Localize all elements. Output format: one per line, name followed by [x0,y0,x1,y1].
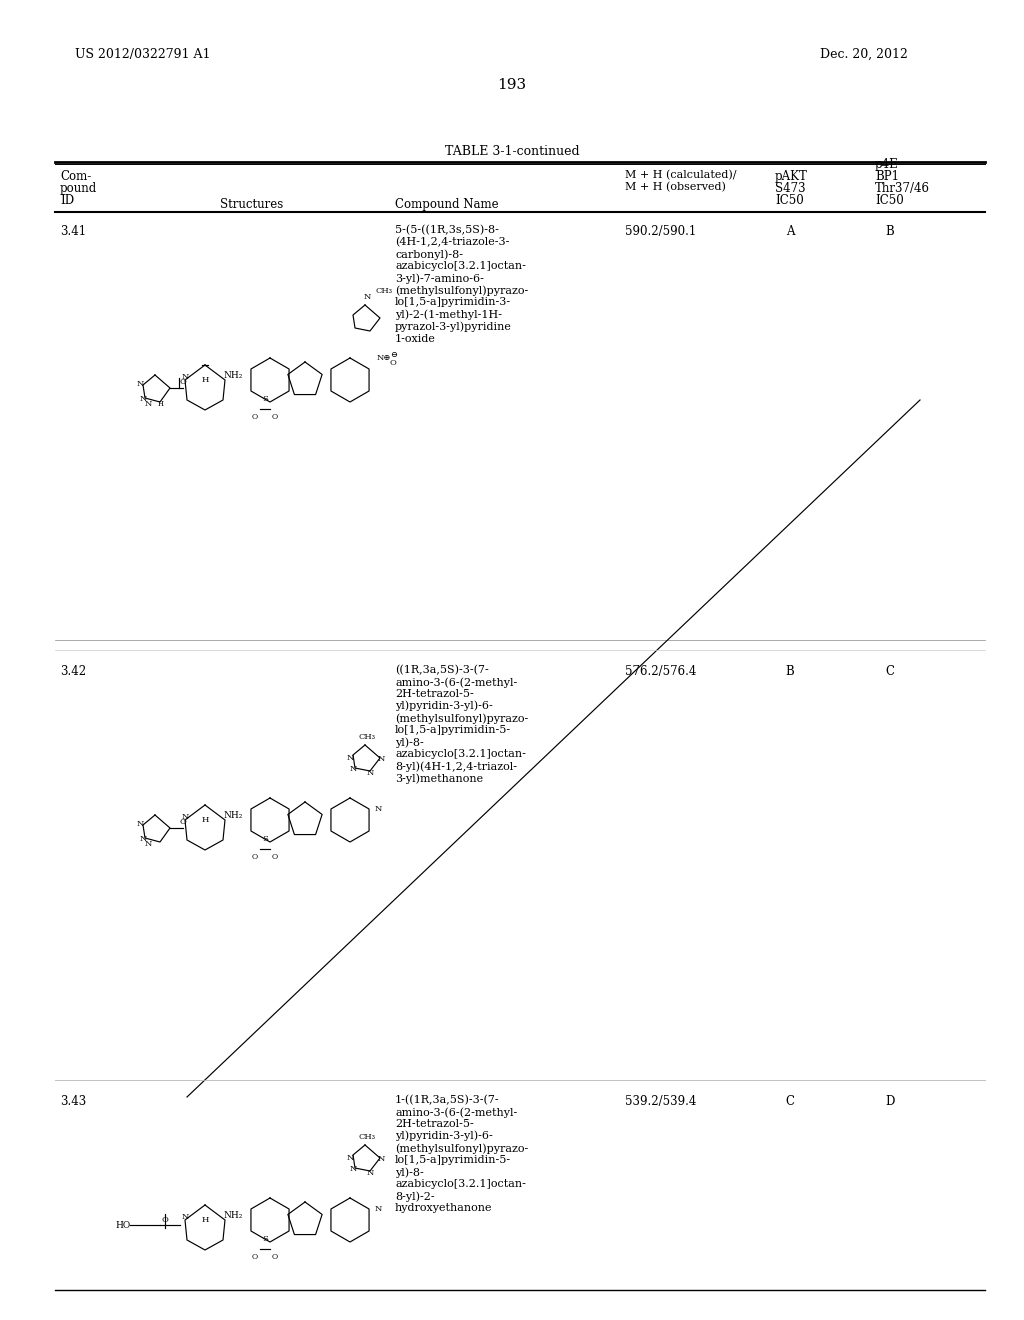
Text: S: S [262,1236,268,1243]
Text: 3.43: 3.43 [60,1096,86,1107]
Text: Compound Name: Compound Name [395,198,499,211]
Text: 3.42: 3.42 [60,665,86,678]
Text: B: B [886,224,894,238]
Text: N: N [346,1154,353,1162]
Text: S473: S473 [775,182,806,195]
Text: US 2012/0322791 A1: US 2012/0322791 A1 [75,48,211,61]
Text: CH₃: CH₃ [358,733,376,741]
Text: BP1: BP1 [874,170,899,183]
Text: C: C [886,665,895,678]
Text: N: N [364,293,371,301]
Text: H: H [202,816,209,824]
Text: N: N [139,395,146,403]
Text: S: S [262,836,268,843]
Text: N: N [367,770,374,777]
Text: 1-((1R,3a,5S)-3-(7-
amino-3-(6-(2-methyl-
2H-tetrazol-5-
yl)pyridin-3-yl)-6-
(me: 1-((1R,3a,5S)-3-(7- amino-3-(6-(2-methyl… [395,1096,528,1213]
Text: N: N [346,754,353,762]
Text: O: O [179,378,186,385]
Text: N: N [136,380,143,388]
Text: Com-: Com- [60,170,91,183]
Text: N: N [349,766,356,774]
Text: 5-(5-((1R,3s,5S)-8-
(4H-1,2,4-triazole-3-
carbonyl)-8-
azabicyclo[3.2.1]octan-
3: 5-(5-((1R,3s,5S)-8- (4H-1,2,4-triazole-3… [395,224,528,343]
Text: pound: pound [60,182,97,195]
Text: CH₃: CH₃ [358,1133,376,1140]
Text: N: N [144,400,152,408]
Text: TABLE 3-1-continued: TABLE 3-1-continued [444,145,580,158]
Text: B: B [785,665,795,678]
Text: H: H [202,1216,209,1224]
Text: N: N [139,836,146,843]
Text: H: H [202,376,209,384]
Text: O: O [272,413,279,421]
Text: CH₃: CH₃ [375,286,392,294]
Text: IC50: IC50 [874,194,904,207]
Text: C: C [785,1096,795,1107]
Text: HO: HO [115,1221,130,1229]
Text: IC50: IC50 [775,194,804,207]
Text: N: N [377,755,385,763]
Text: p4E-: p4E- [874,158,903,172]
Text: O: O [179,818,186,826]
Text: N: N [181,374,188,381]
Text: ID: ID [60,194,74,207]
Text: S: S [262,395,268,403]
Text: O: O [272,1253,279,1261]
Text: N: N [181,813,188,821]
Text: 3.41: 3.41 [60,224,86,238]
Text: NH₂: NH₂ [223,371,243,380]
Text: O: O [272,853,279,861]
Text: Thr37/46: Thr37/46 [874,182,930,195]
Text: A: A [785,224,795,238]
Text: ((1R,3a,5S)-3-(7-
amino-3-(6-(2-methyl-
2H-tetrazol-5-
yl)pyridin-3-yl)-6-
(meth: ((1R,3a,5S)-3-(7- amino-3-(6-(2-methyl- … [395,665,528,784]
Text: N⊕: N⊕ [377,354,391,362]
Text: 590.2/590.1: 590.2/590.1 [625,224,696,238]
Text: O: O [390,359,397,367]
Text: N: N [375,805,382,813]
Text: N: N [349,1166,356,1173]
Text: 576.2/576.4: 576.2/576.4 [625,665,696,678]
Text: Structures: Structures [220,198,284,211]
Text: Dec. 20, 2012: Dec. 20, 2012 [820,48,908,61]
Text: O: O [252,853,258,861]
Text: M + H (calculated)/: M + H (calculated)/ [625,170,736,181]
Text: O: O [252,1253,258,1261]
Text: O: O [252,413,258,421]
Text: ⊖: ⊖ [390,351,397,359]
Text: H: H [158,400,164,408]
Text: N: N [367,1170,374,1177]
Text: N: N [375,1205,382,1213]
Text: O: O [162,1216,168,1224]
Text: N: N [136,820,143,828]
Text: 193: 193 [498,78,526,92]
Text: N: N [377,1155,385,1163]
Text: NH₂: NH₂ [223,1210,243,1220]
Text: NH₂: NH₂ [223,810,243,820]
Text: N: N [181,1213,188,1221]
Text: 539.2/539.4: 539.2/539.4 [625,1096,696,1107]
Text: D: D [886,1096,895,1107]
Text: N: N [144,840,152,847]
Text: pAKT: pAKT [775,170,808,183]
Text: M + H (observed): M + H (observed) [625,182,726,193]
